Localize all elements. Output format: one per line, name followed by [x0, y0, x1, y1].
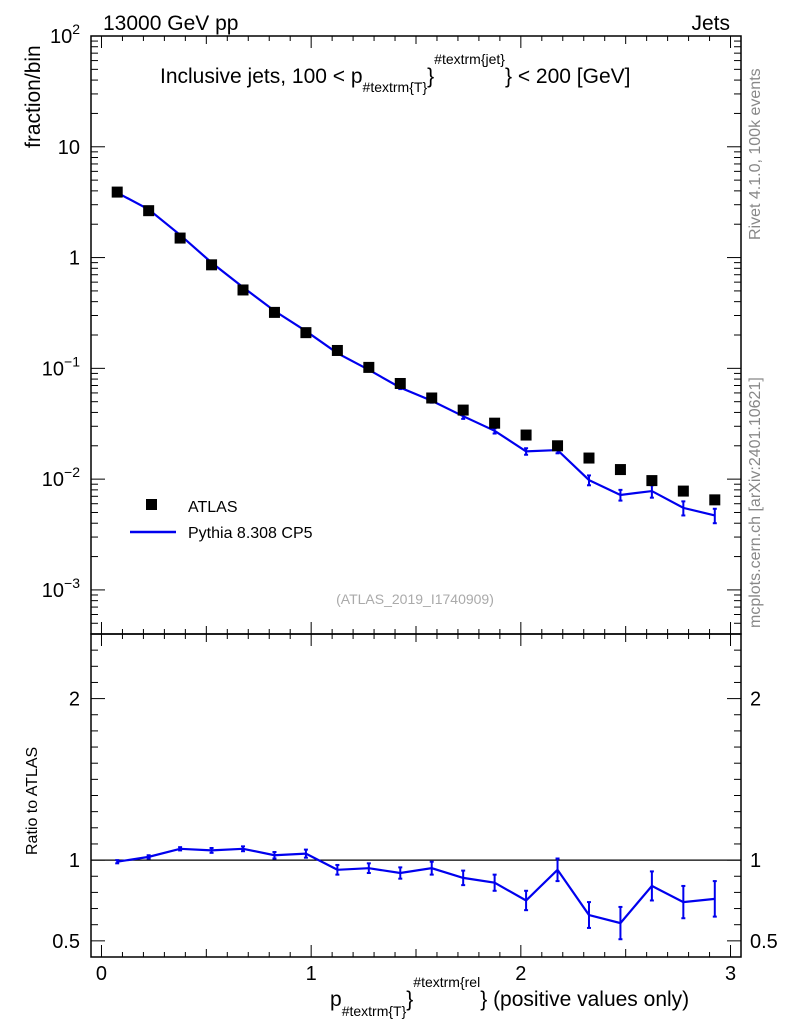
atlas-point — [646, 475, 658, 487]
x-tick-label: 3 — [725, 963, 736, 985]
atlas-point — [143, 205, 155, 217]
x-tick-label: 0 — [96, 963, 107, 985]
pythia-main-series — [115, 191, 717, 525]
atlas-point — [206, 259, 218, 271]
title-tail: } < 200 [GeV] — [505, 65, 631, 88]
y-tick-label: 102 — [50, 21, 80, 48]
header-left: 13000 GeV pp — [103, 12, 238, 35]
xlabel-sup: #textrm{rel — [413, 974, 480, 990]
ratio-tick-label: 0.5 — [52, 931, 80, 953]
title-main: Inclusive jets, 100 < p — [160, 65, 363, 88]
atlas-point — [614, 464, 626, 476]
ratio-axis-label: Ratio to ATLAS — [24, 747, 41, 855]
x-tick-label: 1 — [306, 963, 317, 985]
atlas-point — [363, 361, 375, 373]
atlas-point — [552, 440, 564, 452]
atlas-point — [457, 404, 469, 416]
plot-title: Inclusive jets, 100 < p#textrm{T}}#textr… — [160, 51, 631, 95]
ratio-tick-label-right: 2 — [750, 689, 761, 711]
ratio-tick-label: 1 — [69, 850, 80, 872]
mcplots-label: mcplots.cern.ch [arXiv:2401.10621] — [747, 377, 764, 628]
ratio-tick-label: 2 — [69, 689, 80, 711]
atlas-point — [520, 429, 532, 441]
ratio-frame — [90, 633, 742, 958]
x-tick-label: 2 — [515, 963, 526, 985]
atlas-point — [489, 417, 501, 429]
x-axis-label: p#textrm{T}}#textrm{rel} (positive value… — [330, 974, 689, 1019]
atlas-point — [331, 344, 343, 356]
atlas-point — [300, 327, 312, 339]
xlabel-sub: #textrm{T} — [342, 1003, 407, 1019]
pythia-ratio-series — [115, 845, 717, 941]
title-sup: #textrm{jet} — [434, 51, 505, 67]
atlas-point — [111, 186, 123, 198]
y-tick-label: 10−3 — [42, 575, 80, 602]
atlas-point — [268, 306, 280, 318]
legend: ATLAS Pythia 8.308 CP5 — [130, 499, 313, 542]
tick-marks — [91, 36, 741, 957]
xlabel-main: p — [330, 988, 342, 1011]
atlas-main-series — [111, 186, 721, 506]
header-right: Jets — [691, 12, 730, 35]
ratio-line — [117, 847, 715, 925]
frames — [90, 35, 742, 958]
y-tick-label: 10 — [58, 137, 80, 159]
analysis-id: (ATLAS_2019_I1740909) — [336, 591, 494, 607]
atlas-point — [174, 232, 186, 244]
y-tick-label: 1 — [69, 248, 80, 270]
y-tick-label: 10−2 — [42, 464, 80, 491]
atlas-point — [394, 377, 406, 389]
ratio-tick-label-right: 0.5 — [750, 931, 778, 953]
atlas-point — [426, 392, 438, 404]
xlabel-tail: } (positive values only) — [480, 988, 689, 1011]
main-frame — [90, 35, 742, 635]
atlas-point — [709, 494, 721, 506]
legend-atlas-marker — [146, 499, 157, 510]
y-tick-label: 10−1 — [42, 353, 80, 380]
rivet-label: Rivet 4.1.0, 100k events — [747, 68, 764, 240]
atlas-point — [677, 485, 689, 497]
title-sub: #textrm{T} — [363, 79, 428, 95]
atlas-point — [583, 452, 595, 464]
tick-labels: 0 1 2 3 102 10 1 10−1 10−2 10−3 0.5 0.5 1 1 2 2 — [42, 21, 778, 985]
legend-atlas-label: ATLAS — [188, 499, 238, 516]
atlas-point — [237, 284, 249, 296]
legend-pythia-label: Pythia 8.308 CP5 — [188, 525, 313, 542]
ratio-tick-label-right: 1 — [750, 850, 761, 872]
y-axis-label: fraction/bin — [22, 45, 45, 148]
